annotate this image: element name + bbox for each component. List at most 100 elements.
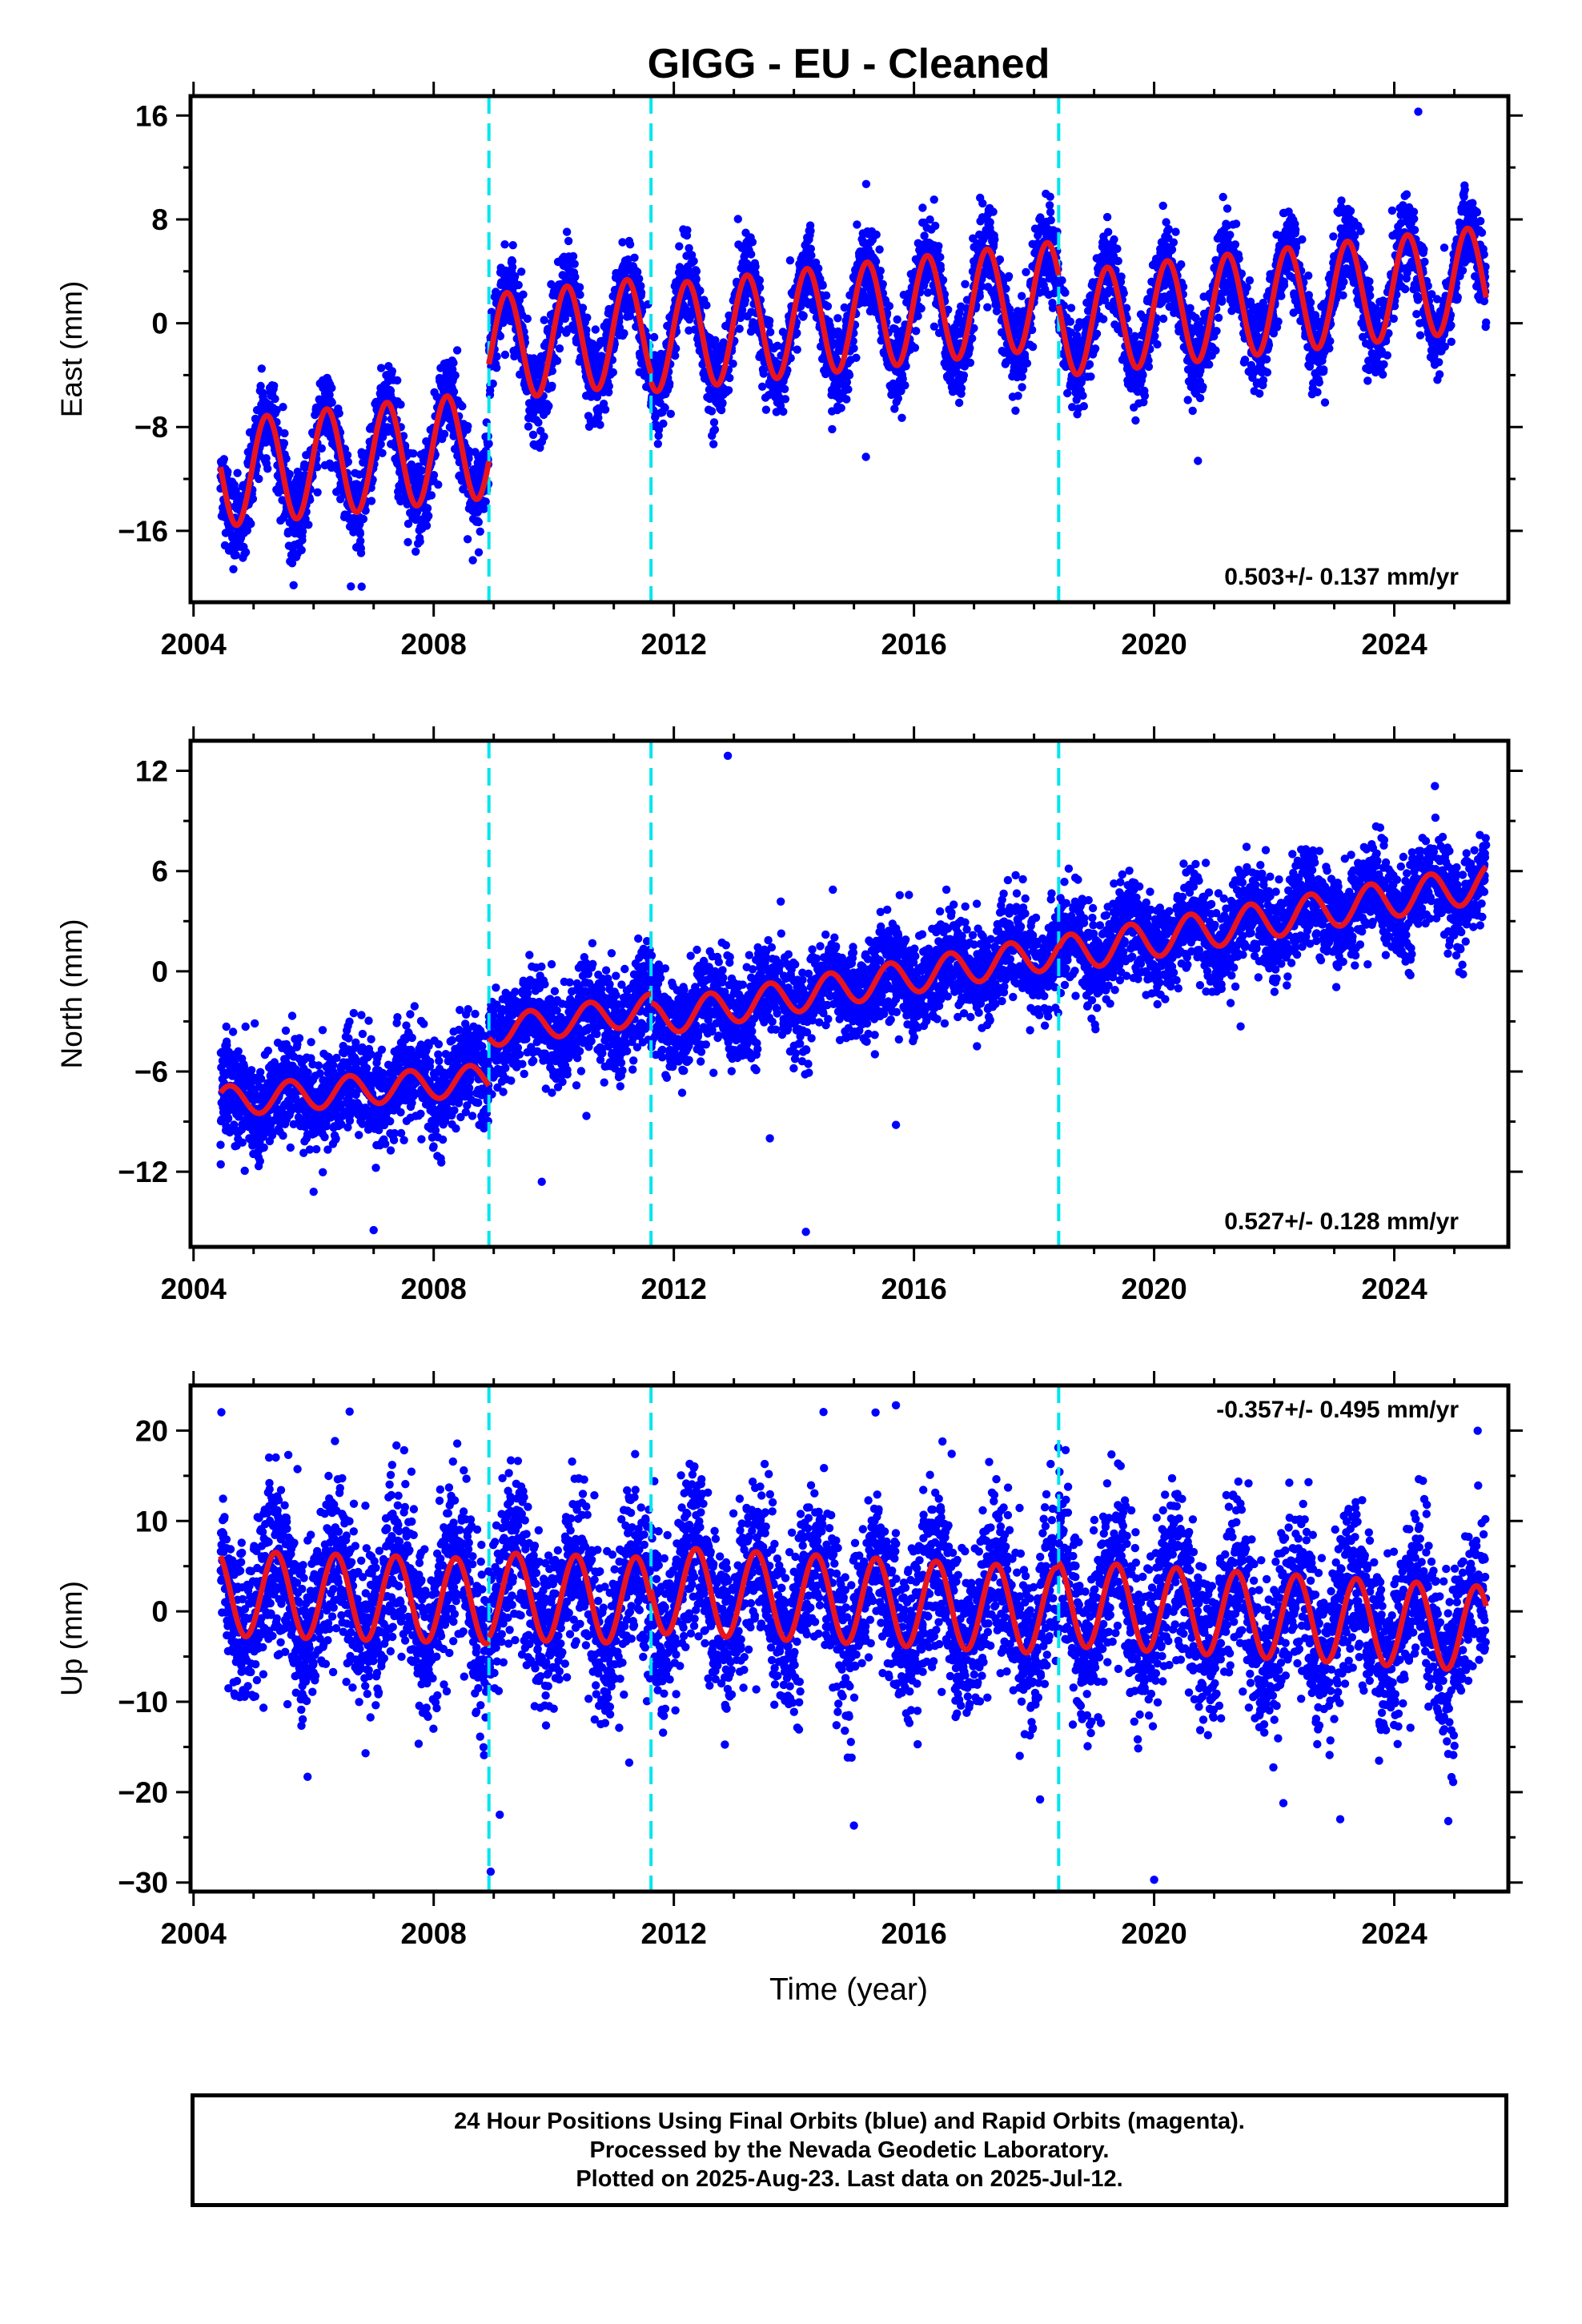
east-point: [689, 256, 698, 266]
east-point: [844, 385, 853, 394]
east-point: [878, 279, 887, 288]
east-point: [709, 440, 718, 448]
east-point: [885, 302, 894, 311]
east-point: [604, 388, 613, 396]
east-point: [1219, 192, 1227, 202]
east-point: [317, 444, 326, 453]
east-point: [231, 551, 240, 560]
east-point: [564, 236, 573, 246]
east-point: [492, 352, 501, 361]
east-point: [1171, 227, 1180, 236]
east-point: [636, 281, 645, 291]
east-point: [600, 405, 610, 414]
east-point: [1199, 382, 1207, 392]
east-point: [583, 313, 592, 322]
east-point: [872, 230, 881, 239]
east-point: [492, 364, 501, 372]
east-point: [396, 400, 405, 409]
east-point: [555, 344, 564, 353]
east-point: [1028, 342, 1038, 352]
east-point: [654, 431, 663, 440]
east-point: [347, 582, 355, 591]
east-point: [359, 514, 368, 524]
east-point: [325, 390, 334, 400]
east-point: [653, 440, 662, 448]
east-point: [1066, 317, 1075, 326]
east-point: [1186, 304, 1195, 312]
east-point: [464, 422, 472, 431]
east-point: [387, 367, 396, 376]
east-point: [468, 556, 477, 565]
east-point: [837, 404, 845, 412]
east-point: [270, 381, 279, 390]
east-point: [781, 395, 790, 404]
east-point: [806, 227, 815, 235]
east-point: [540, 316, 548, 324]
east-point: [696, 286, 705, 296]
east-point: [957, 384, 966, 392]
east-point: [725, 373, 734, 383]
east-point: [424, 512, 433, 521]
east-point: [1212, 327, 1221, 336]
east-point: [255, 474, 263, 484]
east-point: [271, 394, 279, 404]
east-point: [313, 488, 322, 497]
east-point: [821, 291, 831, 300]
east-point: [591, 325, 600, 334]
east-point: [748, 238, 757, 247]
east-point: [404, 537, 412, 547]
east-point: [823, 302, 833, 311]
east-point: [1138, 371, 1147, 380]
east-point: [587, 392, 596, 401]
east-point: [852, 353, 861, 362]
east-point: [1014, 392, 1022, 400]
east-point: [544, 401, 553, 411]
east-point: [913, 312, 922, 320]
east-point: [793, 345, 801, 354]
east-point: [480, 505, 488, 513]
east-point: [327, 398, 336, 407]
east-point: [893, 315, 901, 324]
east-point: [393, 376, 402, 385]
east-point: [429, 471, 439, 480]
east-point: [759, 369, 768, 378]
east-point: [765, 316, 774, 325]
east-point: [280, 428, 289, 438]
east-point: [434, 480, 443, 489]
east-point: [1061, 288, 1070, 297]
east-point: [289, 581, 298, 589]
figure-title: GIGG - EU - Cleaned: [648, 41, 1050, 87]
east-point: [481, 497, 490, 506]
east-point: [1004, 271, 1014, 281]
east-point: [901, 381, 909, 390]
east-point: [934, 242, 943, 251]
east-point: [378, 448, 387, 457]
east-point: [556, 325, 564, 334]
east-point: [917, 304, 926, 313]
east-point: [247, 519, 255, 529]
east-point: [449, 388, 459, 396]
east-point: [464, 446, 473, 456]
east-point: [484, 439, 493, 448]
east-point: [615, 324, 624, 332]
east-point: [780, 384, 789, 393]
east-point: [409, 449, 418, 458]
east-point: [702, 301, 711, 310]
east-point: [463, 535, 472, 544]
east-point: [223, 467, 232, 476]
east-point: [758, 382, 767, 391]
east-point: [1153, 340, 1162, 349]
east-point: [828, 424, 837, 434]
east-point: [735, 324, 744, 333]
east-point: [747, 250, 756, 259]
east-point: [508, 241, 517, 250]
east-point: [1194, 456, 1203, 465]
east-point: [376, 364, 386, 372]
east-point: [534, 418, 543, 427]
east-point: [818, 281, 827, 290]
east-point: [343, 457, 352, 466]
east-point: [986, 218, 994, 227]
east-point: [654, 425, 664, 434]
east-point: [452, 346, 462, 355]
